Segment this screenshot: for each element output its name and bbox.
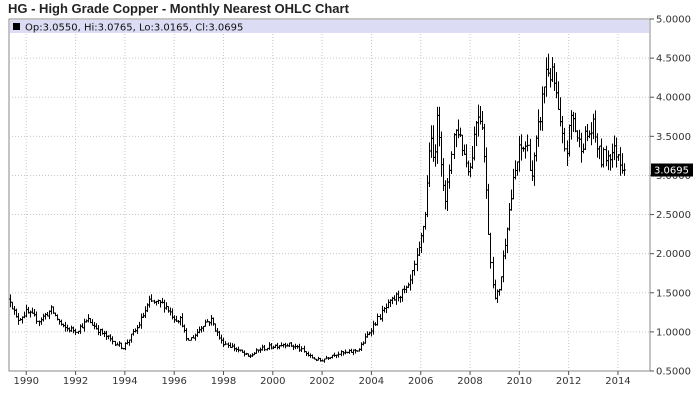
y-tick-label: 1.0000 [656, 327, 691, 338]
y-tick-label: 4.5000 [656, 54, 691, 65]
y-tick-label: 4.0000 [656, 93, 691, 104]
open-value: 3.0550 [43, 23, 78, 34]
y-tick-label: 2.0000 [656, 249, 691, 260]
y-tick-label: 0.5000 [656, 367, 691, 378]
low-label: Lo: [139, 23, 154, 34]
x-tick-label: 2006 [408, 376, 433, 387]
y-axis: 0.50001.00001.50002.00002.50003.00003.50… [650, 15, 691, 378]
info-square-icon [13, 23, 20, 30]
x-tick-label: 1990 [14, 376, 39, 387]
close-value: 3.0695 [208, 23, 243, 34]
last-price-badge: 3.0695 [651, 163, 693, 177]
x-tick-label: 2010 [507, 376, 532, 387]
y-tick-label: 1.5000 [656, 288, 691, 299]
last-price-value: 3.0695 [654, 166, 689, 177]
ohlc-info-bar: Op:3.0550, Hi:3.0765, Lo:3.0165, Cl:3.06… [10, 20, 649, 34]
x-tick-label: 2008 [457, 376, 482, 387]
high-value: 3.0765 [98, 23, 133, 34]
high-label: Hi: [84, 23, 98, 34]
x-tick-label: 2002 [309, 376, 334, 387]
low-value: 3.0165 [154, 23, 189, 34]
x-tick-label: 2000 [260, 376, 285, 387]
chart-title: HG - High Grade Copper - Monthly Nearest… [8, 1, 349, 16]
ohlc-info-background [10, 20, 649, 33]
last-price-badge-bg [651, 163, 693, 177]
open-label: Op: [25, 23, 43, 34]
plot-area [8, 18, 651, 372]
y-tick-label: 5.0000 [656, 15, 691, 26]
close-label: Cl: [195, 23, 208, 34]
y-tick-label: 2.5000 [656, 210, 691, 221]
x-tick-label: 2004 [359, 376, 384, 387]
x-tick-label: 1994 [112, 376, 137, 387]
grid-lines [9, 19, 650, 371]
x-tick-label: 1992 [63, 376, 88, 387]
x-tick-label: 1998 [211, 376, 236, 387]
y-tick-label: 3.5000 [656, 132, 691, 143]
x-tick-label: 2014 [605, 376, 630, 387]
ohlc-bars [9, 53, 626, 363]
x-tick-label: 2012 [556, 376, 581, 387]
ohlc-info-text: Op:3.0550, Hi:3.0765, Lo:3.0165, Cl:3.06… [25, 23, 243, 34]
x-axis: 1990 1992 1994 1996 1998 2000 2002 2004 2006 2008… [14, 371, 631, 387]
x-tick-label: 1996 [161, 376, 186, 387]
